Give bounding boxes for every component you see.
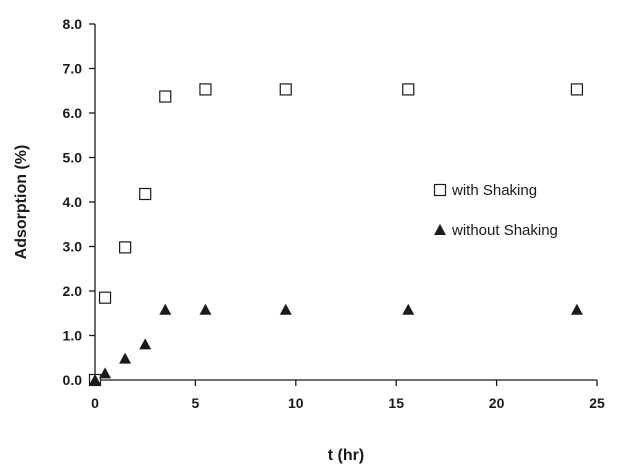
legend-label: without Shaking	[451, 222, 558, 239]
legend-label: with Shaking	[451, 182, 537, 199]
triangle-marker	[99, 367, 112, 379]
triangle-marker	[139, 338, 152, 350]
triangle-marker	[199, 303, 212, 315]
x-tick-label: 5	[192, 395, 200, 411]
x-tick-label: 25	[589, 395, 605, 411]
triangle-marker	[279, 303, 292, 315]
y-tick-label: 5.0	[63, 150, 83, 166]
y-tick-label: 3.0	[63, 239, 83, 255]
x-tick-label: 10	[288, 395, 304, 411]
y-axis-label: Adsorption (%)	[13, 145, 30, 260]
square-marker	[199, 83, 212, 96]
x-axis-label: t (hr)	[328, 447, 364, 464]
square-marker	[159, 90, 172, 103]
legend-box	[426, 168, 615, 250]
square-marker	[98, 291, 112, 304]
y-tick-label: 4.0	[63, 194, 83, 210]
x-axis-ticks: 0 5 10 15 20 25	[91, 380, 605, 411]
series-without-shaking	[89, 303, 583, 385]
x-tick-label: 20	[489, 395, 505, 411]
legend: with Shaking without Shaking	[426, 168, 615, 250]
data-points	[88, 83, 584, 387]
y-axis-ticks: 0.0 1.0 2.0 3.0 4.0 5.0 6.0 7.0 8.0	[63, 16, 95, 388]
y-tick-label: 1.0	[63, 328, 83, 344]
square-marker	[119, 241, 132, 254]
series-with-shaking	[88, 83, 584, 387]
legend-marker-1	[434, 224, 446, 235]
y-tick-label: 7.0	[63, 61, 83, 77]
x-tick-label: 0	[91, 395, 99, 411]
triangle-marker	[89, 374, 101, 385]
legend-marker-0	[433, 183, 447, 197]
square-marker	[279, 83, 292, 96]
triangle-marker	[159, 303, 172, 315]
y-tick-label: 8.0	[63, 16, 83, 32]
y-tick-label: 2.0	[63, 283, 83, 299]
y-tick-label: 6.0	[63, 105, 83, 121]
triangle-marker	[119, 352, 132, 364]
x-tick-label: 15	[388, 395, 404, 411]
square-marker	[402, 83, 415, 96]
square-marker	[570, 83, 584, 96]
y-tick-label: 0.0	[63, 372, 83, 388]
triangle-marker	[402, 303, 415, 315]
triangle-marker	[570, 303, 583, 315]
square-marker	[139, 187, 152, 201]
